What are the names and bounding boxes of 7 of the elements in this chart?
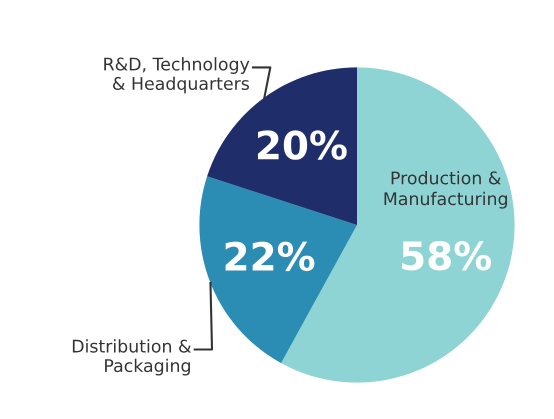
data-label: 22% (226, 242, 314, 272)
data-label: 20% (258, 130, 347, 160)
data-label: 58% (402, 241, 491, 270)
slice-label: Production & Manufacturing (384, 171, 507, 209)
slice-label: Distribution & Packaging (72, 339, 191, 376)
slice-label: R&D, Technology & Headquarters (104, 57, 250, 94)
pie-slice (199, 176, 357, 364)
